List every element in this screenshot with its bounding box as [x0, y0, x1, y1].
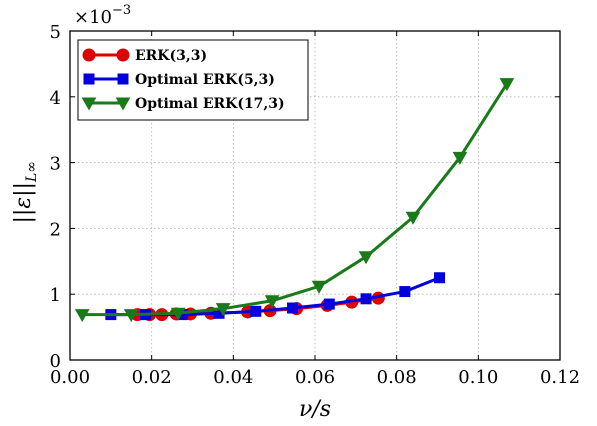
legend-label: Optimal ERK(5,3): [135, 72, 275, 88]
legend-marker: [116, 48, 130, 62]
data-point: [311, 280, 327, 294]
data-point: [452, 151, 468, 165]
series-2: [74, 78, 515, 323]
data-point: [499, 78, 515, 92]
legend: ERK(3,3) Optimal ERK(5,3) Optimal ERK(17,3…: [77, 39, 309, 121]
legend-label: ERK(3,3): [135, 48, 207, 64]
y-tick-label: 4: [50, 88, 61, 109]
y-multiplier: ×10−3: [74, 3, 131, 28]
x-axis-label: ν/s: [299, 397, 331, 422]
data-point: [264, 295, 280, 309]
y-tick-label: 1: [50, 285, 61, 306]
legend-label: Optimal ERK(17,3): [135, 96, 285, 112]
y-tick-label: 0: [50, 351, 61, 372]
y-axis-label-main: ||ε||: [11, 182, 36, 223]
data-point: [323, 298, 335, 310]
data-point: [170, 307, 186, 321]
x-tick-label: 0.02: [132, 367, 172, 388]
data-point: [74, 309, 90, 323]
y-tick-label: 3: [50, 154, 61, 175]
legend-marker: [81, 97, 97, 111]
data-point: [358, 251, 374, 265]
x-tick-label: 0.04: [213, 367, 253, 388]
x-tick-label: 0.12: [540, 367, 580, 388]
data-point: [123, 309, 139, 323]
series-layer: [74, 78, 515, 323]
x-tick-label: 0.10: [458, 367, 498, 388]
x-tick-label: 0.00: [50, 367, 90, 388]
legend-marker: [83, 73, 95, 85]
legend-marker: [82, 48, 96, 62]
data-point: [360, 293, 372, 305]
y-multiplier-exponent: −3: [112, 3, 131, 18]
data-point: [434, 272, 446, 284]
legend-marker: [115, 97, 131, 111]
x-tick-label: 0.08: [377, 367, 417, 388]
data-point: [287, 302, 299, 314]
tick-layer: 0.00 0.02 0.04 0.06 0.08 0.10 0.12 0 1 2 3 4 5: [50, 22, 580, 388]
data-point: [215, 303, 231, 317]
y-tick-label: 5: [50, 22, 61, 43]
legend-marker: [117, 73, 129, 85]
y-axis-label-subscript: L∞: [24, 161, 40, 183]
data-point: [250, 305, 262, 317]
data-point: [405, 211, 421, 225]
y-tick-label: 2: [50, 219, 61, 240]
x-tick-label: 0.06: [295, 367, 335, 388]
series-line: [82, 82, 509, 317]
data-point: [399, 286, 411, 298]
y-axis-label: ||ε||L∞: [11, 161, 40, 223]
